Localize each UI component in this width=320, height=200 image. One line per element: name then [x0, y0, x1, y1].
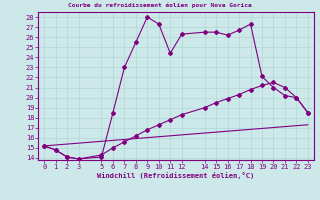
Text: Courbe du refroidissement éolien pour Nova Gorica: Courbe du refroidissement éolien pour No… [68, 3, 252, 8]
X-axis label: Windchill (Refroidissement éolien,°C): Windchill (Refroidissement éolien,°C) [97, 172, 255, 179]
